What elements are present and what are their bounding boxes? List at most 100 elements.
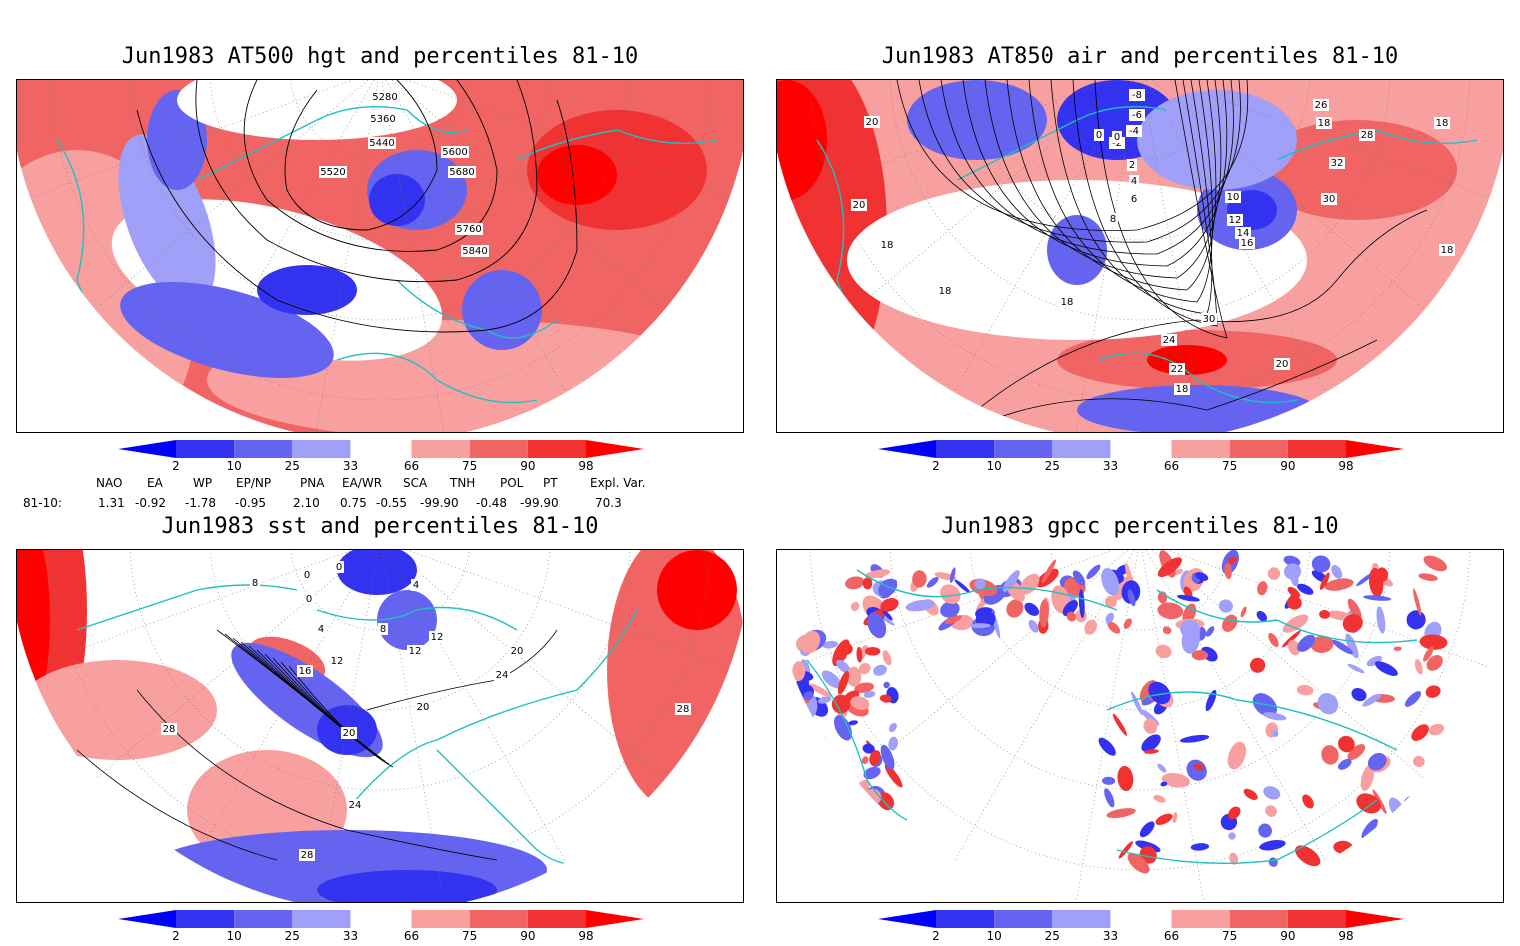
contour-label: 0 bbox=[336, 562, 342, 573]
anomaly-area bbox=[907, 80, 1047, 160]
colorbar-segment bbox=[411, 440, 470, 458]
precip-anomaly-patch bbox=[1360, 764, 1375, 791]
colorbar-segment bbox=[936, 910, 995, 928]
precip-anomaly-patch bbox=[834, 715, 852, 741]
contour-label: -2 bbox=[1112, 138, 1122, 149]
contour-label: 22 bbox=[1171, 364, 1184, 375]
colorbar-label: 25 bbox=[285, 459, 300, 472]
precip-anomaly-patch bbox=[1356, 793, 1381, 814]
precip-anomaly-patch bbox=[877, 792, 895, 811]
precip-anomaly-patch bbox=[867, 612, 887, 639]
contour-label: 0 bbox=[306, 594, 312, 605]
precip-anomaly-patch bbox=[856, 646, 863, 663]
contour-label-bg bbox=[1439, 244, 1455, 256]
precip-anomaly-patch bbox=[1224, 562, 1232, 580]
precip-anomaly-patch bbox=[905, 599, 935, 612]
precip-anomaly-patch bbox=[1101, 568, 1120, 596]
contour-label-bg bbox=[455, 223, 483, 235]
tele-value-explvar: 70.3 bbox=[595, 496, 622, 510]
precip-anomaly-patch bbox=[1331, 564, 1343, 579]
colorbar-label: 90 bbox=[1280, 929, 1295, 942]
precip-anomaly-patch bbox=[1372, 859, 1386, 876]
precip-anomaly-patch bbox=[1105, 612, 1115, 624]
colorbar-arrow-high bbox=[1346, 910, 1404, 928]
colorbar-label: 33 bbox=[343, 459, 358, 472]
contour-line bbox=[896, 80, 1249, 231]
precip-anomaly-patch bbox=[1086, 564, 1101, 580]
colorbar-label: 90 bbox=[520, 929, 535, 942]
precip-anomaly-patch bbox=[837, 790, 849, 818]
precip-anomaly-patch bbox=[1131, 691, 1143, 716]
colorbar-svg: 2 10 25 33 66 75 90 98 bbox=[118, 440, 644, 473]
precip-anomaly-patch bbox=[1259, 839, 1286, 851]
contour-label: 8 bbox=[252, 578, 258, 589]
contour-label-bg bbox=[429, 631, 445, 643]
contour-label: 8 bbox=[380, 624, 386, 635]
contour-line bbox=[1050, 80, 1213, 315]
contour-label-bg bbox=[411, 579, 421, 591]
precip-anomaly-patch bbox=[1157, 763, 1167, 773]
colorbar-label: 75 bbox=[462, 459, 477, 472]
precip-anomaly-patch bbox=[880, 598, 899, 612]
contour-label-bg bbox=[1127, 159, 1137, 171]
anomaly-area bbox=[17, 550, 50, 720]
precip-anomaly-patch bbox=[1347, 663, 1365, 674]
precip-anomaly-patch bbox=[1393, 646, 1402, 651]
colorbar-label: 66 bbox=[1164, 929, 1179, 942]
precip-anomaly-patch bbox=[1404, 691, 1422, 707]
colorbar-segment bbox=[936, 440, 995, 458]
precip-anomaly-patch bbox=[954, 579, 971, 593]
contour-label-bg bbox=[1161, 334, 1177, 346]
contour-label: 20 bbox=[343, 728, 356, 739]
contour-label: 28 bbox=[163, 724, 176, 735]
precip-anomaly-patch bbox=[1066, 611, 1077, 622]
precip-anomaly-patch bbox=[940, 601, 960, 618]
colorbar-segment bbox=[176, 440, 235, 458]
colorbar-hgt: 2 10 25 33 66 75 90 98 bbox=[116, 440, 646, 473]
precip-anomaly-patch bbox=[1006, 599, 1024, 618]
precip-anomaly-patch bbox=[1127, 589, 1136, 607]
colorbar-arrow-high bbox=[586, 440, 644, 458]
contour-label: 5760 bbox=[456, 224, 481, 235]
contour-label: 18 bbox=[1436, 118, 1449, 129]
precip-anomaly-patch bbox=[1423, 555, 1448, 572]
precip-anomaly-patch bbox=[810, 760, 838, 781]
contour-label: 18 bbox=[881, 240, 894, 251]
coastline bbox=[56, 106, 718, 411]
tele-value-sca: -0.55 bbox=[376, 496, 408, 510]
precip-anomaly-patch bbox=[1228, 832, 1236, 840]
colorbar-label: 2 bbox=[172, 929, 180, 942]
tele-header-sca: SCA bbox=[403, 476, 428, 490]
colorbar-segment bbox=[1052, 910, 1111, 928]
contour-label-bg bbox=[297, 665, 313, 677]
contour-label-bg bbox=[1235, 227, 1251, 239]
colorbar-label: 90 bbox=[520, 459, 535, 472]
contour-label-bg bbox=[1129, 89, 1145, 101]
tele-value-pol: -0.48 bbox=[476, 496, 508, 510]
colorbar-segment bbox=[1052, 440, 1111, 458]
anomaly-area bbox=[1137, 90, 1297, 190]
contour-label: 24 bbox=[1163, 335, 1176, 346]
precip-anomaly-patch bbox=[1028, 619, 1039, 633]
precip-anomaly-patch bbox=[1426, 655, 1443, 671]
contour-label-bg bbox=[407, 645, 423, 657]
precip-anomaly-patch bbox=[1106, 808, 1136, 819]
precip-anomaly-patch bbox=[858, 663, 871, 675]
precip-anomaly-patch bbox=[1272, 729, 1279, 737]
colorbar-label: 25 bbox=[1045, 459, 1060, 472]
precip-anomaly-patch bbox=[1157, 602, 1184, 620]
contour-line bbox=[280, 661, 390, 765]
contour-label-bg bbox=[1274, 358, 1290, 370]
contour-label: 12 bbox=[431, 632, 444, 643]
precip-anomaly-patch bbox=[1361, 818, 1378, 840]
colorbar-label: 33 bbox=[343, 929, 358, 942]
contour-label: 18 bbox=[939, 286, 952, 297]
contour-label-bg bbox=[250, 577, 260, 589]
colorbar-arrow-low bbox=[878, 440, 936, 458]
contour-label: 0 bbox=[1114, 132, 1120, 143]
precip-anomaly-patch bbox=[803, 691, 814, 701]
precip-anomaly-patch bbox=[1195, 572, 1209, 581]
contour-label-bg bbox=[1112, 131, 1122, 143]
precip-anomaly-patch bbox=[884, 764, 903, 788]
tele-header-ea: EA bbox=[147, 476, 163, 490]
